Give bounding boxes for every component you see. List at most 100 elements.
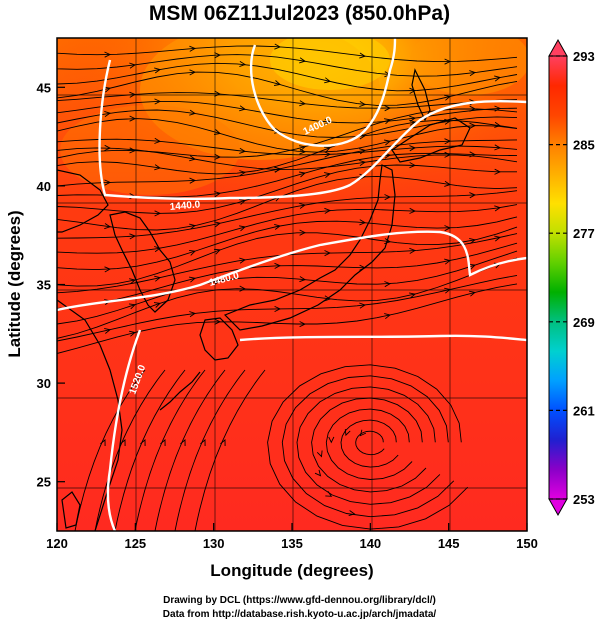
streamline-arrow [324,118,332,125]
streamline-arrow [104,266,112,273]
streamline [311,397,427,493]
colorbar-tick-label: 285 [573,138,595,153]
streamline [57,45,518,63]
streamline-arrow [129,233,137,240]
streamline [57,138,518,156]
streamline-arrow [274,43,282,50]
streamline [57,204,518,254]
streamline-arrow [409,207,417,214]
streamline-arrow [359,148,367,155]
streamline-arrow [324,207,332,214]
streamline-arrow [104,51,112,58]
streamline-arrow [274,223,282,230]
streamline-arrow [214,52,222,59]
streamline-arrow [359,101,367,108]
streamline-arrow [469,151,477,158]
streamline-arrow [324,172,331,179]
streamline-arrow [409,247,417,254]
streamline-arrow [469,263,476,270]
streamline-arrow [384,238,392,245]
streamline-arrow [214,153,222,160]
colorbar-tick-label: 277 [573,226,595,241]
streamline-arrow [444,287,452,294]
streamline-arrow [129,62,137,69]
streamline-arrow [129,91,137,98]
continent-coast [57,169,109,233]
y-tick-label: 40 [37,179,51,194]
streamline-arrow [220,439,226,447]
streamline-arrow [299,100,307,107]
streamline-arrow [104,327,112,334]
streamline [57,119,518,180]
streamline-arrow [154,246,162,253]
streamline-arrow [214,318,222,325]
streamline-arrow [469,105,477,112]
streamline-arrow [444,94,451,101]
y-axis: 25 30 35 40 45 [37,80,65,490]
wind-streamlines [57,43,518,531]
y-tick-label: 45 [37,80,51,95]
streamline-arrow [494,205,502,212]
streamline-arrow [189,177,197,184]
streamline-arrow [299,145,307,152]
streamline-arrow [325,491,333,497]
streamline-arrow [384,313,392,320]
streamline [114,369,186,531]
streamline-arrow [154,98,162,105]
x-tick-label: 140 [359,536,381,551]
streamline-arrow [328,436,335,444]
x-tick-label: 130 [203,536,225,551]
streamline-arrow [104,223,112,230]
streamline-arrow [104,144,112,151]
streamline-arrow [494,121,502,128]
streamline-arrow [154,275,162,282]
streamline [194,369,266,531]
colorbar: 293 285 277 269 261 253 [548,38,595,517]
y-tick-label: 25 [37,475,51,490]
streamline [57,62,518,92]
streamline-arrow [323,146,331,153]
x-tick-label: 145 [438,536,460,551]
streamline-arrow [274,305,282,313]
streamline [296,386,441,505]
streamline-arrow [128,303,136,310]
streamline-arrow [324,77,332,84]
streamline-arrow [189,69,197,76]
streamline-arrow [189,276,196,283]
streamline-arrow [409,119,417,126]
streamline-arrow [239,105,247,112]
china-coast [57,299,123,531]
streamline-arrow [214,129,222,135]
credit-drawing: Drawing by DCL (https://www.gfd-dennou.o… [163,595,436,606]
streamline-arrow [409,87,417,94]
streamline-arrow [344,429,351,437]
streamline-arrow [348,510,356,517]
streamline [94,369,166,531]
contour-line-1520 [106,329,527,531]
streamline-arrow [359,429,367,437]
streamline-arrow [189,45,197,52]
credit-data-source: Data from http://database.rish.kyoto-u.a… [162,609,437,620]
streamline-arrow [314,469,322,477]
streamline [57,139,518,192]
x-tick-label: 125 [124,536,146,551]
streamline-arrow [494,235,502,242]
streamline [325,408,413,480]
streamline-arrow [359,219,367,226]
streamline-arrow [189,223,197,230]
streamline-arrow [299,321,307,328]
x-axis: 120 125 130 135 140 145 150 [46,523,538,551]
streamline [267,364,469,530]
streamline [57,54,518,77]
streamline-arrow [359,52,367,59]
streamline-arrow [129,330,136,337]
streamline-arrow [104,110,112,117]
streamline-arrow [120,439,126,447]
streamline-arrow [359,173,367,180]
streamline-arrow [384,105,392,112]
streamline-arrow [154,164,162,171]
x-axis-title: Longitude (degrees) [210,561,373,580]
streamline-arrow [189,155,197,162]
streamline [57,92,518,109]
